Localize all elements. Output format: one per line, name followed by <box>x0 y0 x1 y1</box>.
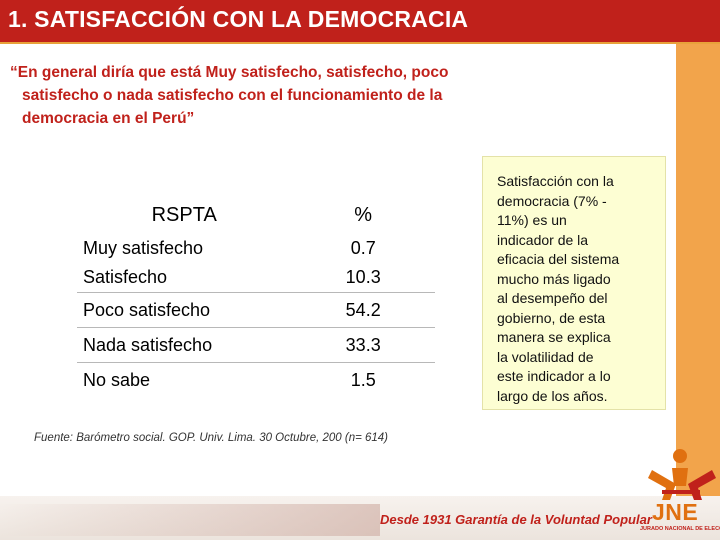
row-category: Nada satisfecho <box>77 327 292 363</box>
title-underline <box>0 42 720 44</box>
row-value: 10.3 <box>291 263 435 293</box>
note-line: largo de los años. <box>497 387 608 404</box>
emblem-ballot <box>662 490 700 494</box>
note-line: mucho más ligado <box>497 270 611 287</box>
jne-logo-subtitle: JURADO NACIONAL DE ELECCIONES <box>640 526 720 532</box>
title-bar: 1. SATISFACCIÓN CON LA DEMOCRACIA <box>0 0 720 42</box>
emblem-left-arm <box>648 470 676 500</box>
note-line: al desempeño del <box>497 290 608 306</box>
emblem-head <box>673 449 687 463</box>
footer-motto: Desde 1931 Garantía de la Voluntad Popul… <box>380 512 652 527</box>
table-row: No sabe 1.5 <box>77 363 435 398</box>
jne-emblem-icon <box>648 449 716 500</box>
note-text: Satisfacción con la democracia (7% - 11%… <box>497 172 657 406</box>
note-line: este indicador a lo <box>497 368 611 384</box>
row-category: Poco satisfecho <box>77 292 292 328</box>
note-line: manera se explica <box>497 329 611 345</box>
row-category: Satisfecho <box>77 263 292 293</box>
page-title: 1. SATISFACCIÓN CON LA DEMOCRACIA <box>8 6 469 32</box>
header-rspta: RSPTA <box>151 203 217 226</box>
table-row: Muy satisfecho 0.7 <box>77 234 435 263</box>
question-line-1: “En general diría que está Muy satisfech… <box>10 64 449 81</box>
emblem-body <box>672 468 688 486</box>
table-row: Nada satisfecho 33.3 <box>77 327 435 363</box>
table-row: Poco satisfecho 54.2 <box>77 292 435 328</box>
row-category: No sabe <box>83 369 151 390</box>
table-header-row: RSPTA % <box>77 196 435 234</box>
right-decorative-stripe <box>676 44 720 496</box>
note-line: gobierno, de esta <box>497 309 606 326</box>
row-value: 1.5 <box>350 369 376 390</box>
note-line: la volatilidad de <box>497 348 594 365</box>
note-line: Satisfacción con la <box>497 173 614 189</box>
survey-question: “En general diría que está Muy satisfech… <box>10 61 530 130</box>
header-percent: % <box>354 203 373 226</box>
row-value: 33.3 <box>291 327 435 363</box>
emblem-right-arm <box>688 470 716 500</box>
note-line: indicador de la <box>497 231 589 248</box>
note-line: 11%) es un <box>497 212 567 228</box>
table-row: Satisfecho 10.3 <box>77 263 435 293</box>
note-line: democracia (7% - <box>497 192 607 209</box>
results-table: RSPTA % Muy satisfecho 0.7 Satisfecho 10… <box>77 196 435 397</box>
note-line: eficacia del sistema <box>497 251 620 267</box>
note-box: Satisfacción con la democracia (7% - 11%… <box>482 156 666 410</box>
row-value: 0.7 <box>350 238 376 258</box>
jne-logo-text: JNE <box>652 499 699 525</box>
row-value: 54.2 <box>291 292 435 328</box>
row-category: Muy satisfecho <box>83 238 204 258</box>
source-note: Fuente: Barómetro social. GOP. Univ. Lim… <box>34 432 389 444</box>
question-line-3: democracia en el Perú” <box>22 110 195 127</box>
footer-decoration <box>0 504 380 536</box>
question-line-2: satisfecho o nada satisfecho con el func… <box>22 87 443 104</box>
